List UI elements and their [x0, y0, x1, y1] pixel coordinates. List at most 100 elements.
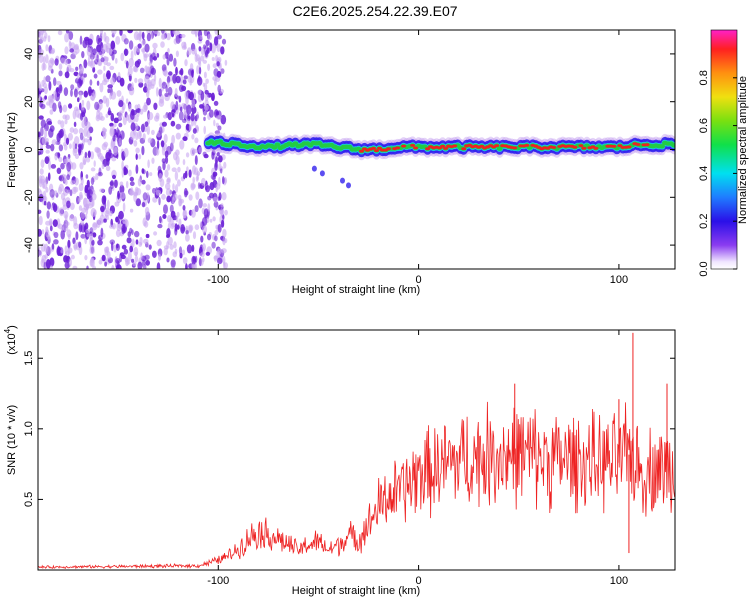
noise-blob	[186, 166, 189, 173]
noise-blob	[166, 57, 170, 66]
noise-blob	[158, 88, 162, 97]
noise-blob	[140, 252, 143, 260]
noise-blob	[85, 121, 91, 129]
noise-blob	[175, 215, 179, 223]
noise-blob	[135, 164, 139, 174]
noise-blob	[178, 111, 184, 121]
noise-blob	[175, 149, 180, 156]
noise-blob	[93, 73, 98, 79]
noise-blob	[92, 66, 96, 73]
noise-blob	[77, 97, 80, 103]
noise-blob	[91, 239, 95, 246]
noise-blob	[135, 239, 139, 245]
noise-blob	[48, 65, 53, 72]
noise-blob	[204, 93, 209, 102]
noise-blob	[207, 195, 212, 201]
noise-blob	[105, 165, 111, 172]
noise-blob	[211, 92, 215, 102]
noise-blob	[181, 41, 187, 49]
noise-blob	[118, 210, 124, 220]
colorbar-gradient	[710, 29, 738, 270]
noise-blob	[73, 121, 77, 128]
noise-blob	[74, 177, 79, 186]
track-core	[359, 149, 364, 153]
noise-blob	[127, 103, 132, 112]
noise-blob	[204, 104, 209, 111]
noise-blob	[78, 197, 82, 203]
track-mid	[274, 142, 281, 147]
noise-blob	[130, 50, 134, 61]
noise-blob	[137, 58, 142, 65]
noise-blob	[152, 42, 158, 49]
noise-blob	[162, 214, 167, 219]
noise-blob	[161, 64, 167, 72]
top-y-axis-ticks: -40 -20 0 20 40	[23, 48, 675, 253]
noise-blob	[86, 130, 91, 139]
noise-blob	[107, 84, 113, 89]
noise-blob	[38, 84, 42, 92]
noise-blob	[52, 219, 58, 228]
bottom-y-axis-ticks: 0.5 1.0 1.5	[23, 351, 675, 507]
noise-blob	[213, 100, 219, 106]
noise-blob	[139, 131, 142, 138]
noise-blob	[192, 165, 196, 175]
noise-blob	[195, 54, 201, 62]
noise-blob	[166, 75, 171, 84]
snr-plot-area	[38, 332, 675, 570]
noise-blob	[53, 203, 58, 213]
noise-blob	[163, 114, 168, 119]
noise-blob	[44, 254, 48, 259]
noise-blob	[113, 146, 118, 156]
noise-blob	[115, 216, 119, 223]
noise-blob	[196, 111, 199, 121]
noise-blob	[90, 167, 96, 172]
noise-blob	[137, 78, 144, 84]
noise-blob	[156, 140, 160, 150]
noise-blob	[201, 177, 206, 186]
noise-blob	[85, 203, 89, 209]
noise-blob	[126, 237, 132, 244]
noise-blob	[57, 101, 62, 109]
noise-blob	[137, 261, 143, 269]
y-tick-label: -40	[23, 237, 35, 253]
noise-blob	[48, 81, 52, 91]
noise-blob	[139, 67, 145, 74]
noise-blob	[106, 62, 111, 67]
noise-blob	[134, 77, 138, 83]
y-multiplier: (x104)	[3, 325, 18, 355]
noise-blob	[58, 144, 64, 152]
noise-blob	[185, 152, 190, 158]
noise-blob	[167, 86, 173, 96]
noise-blob	[69, 189, 73, 197]
noise-blob	[121, 244, 127, 250]
noise-blob	[89, 79, 93, 86]
noise-blob	[119, 184, 125, 194]
noise-blob	[46, 234, 51, 240]
noise-blob	[64, 262, 70, 269]
noise-blob	[81, 51, 85, 59]
noise-blob	[90, 151, 95, 160]
noise-blob	[209, 109, 214, 118]
noise-blob	[212, 216, 216, 222]
noise-blob	[97, 217, 103, 226]
noise-blob	[175, 100, 179, 111]
noise-blob	[129, 208, 134, 213]
noise-blob	[125, 98, 129, 104]
noise-blob	[53, 77, 57, 86]
noise-blob	[117, 129, 121, 139]
noise-blob	[64, 71, 70, 79]
noise-blob	[223, 161, 227, 169]
noise-blob	[38, 215, 43, 226]
noise-blob	[173, 57, 177, 67]
noise-blob	[171, 167, 177, 172]
noise-blob	[45, 220, 51, 226]
noise-blob	[184, 90, 189, 100]
noise-blob	[62, 104, 68, 113]
noise-blob	[222, 176, 225, 185]
noise-blob	[108, 149, 112, 157]
noise-blob	[74, 153, 80, 159]
noise-blob	[168, 53, 174, 62]
noise-blob	[87, 150, 91, 158]
noise-blob	[201, 217, 208, 226]
noise-blob	[102, 73, 106, 81]
